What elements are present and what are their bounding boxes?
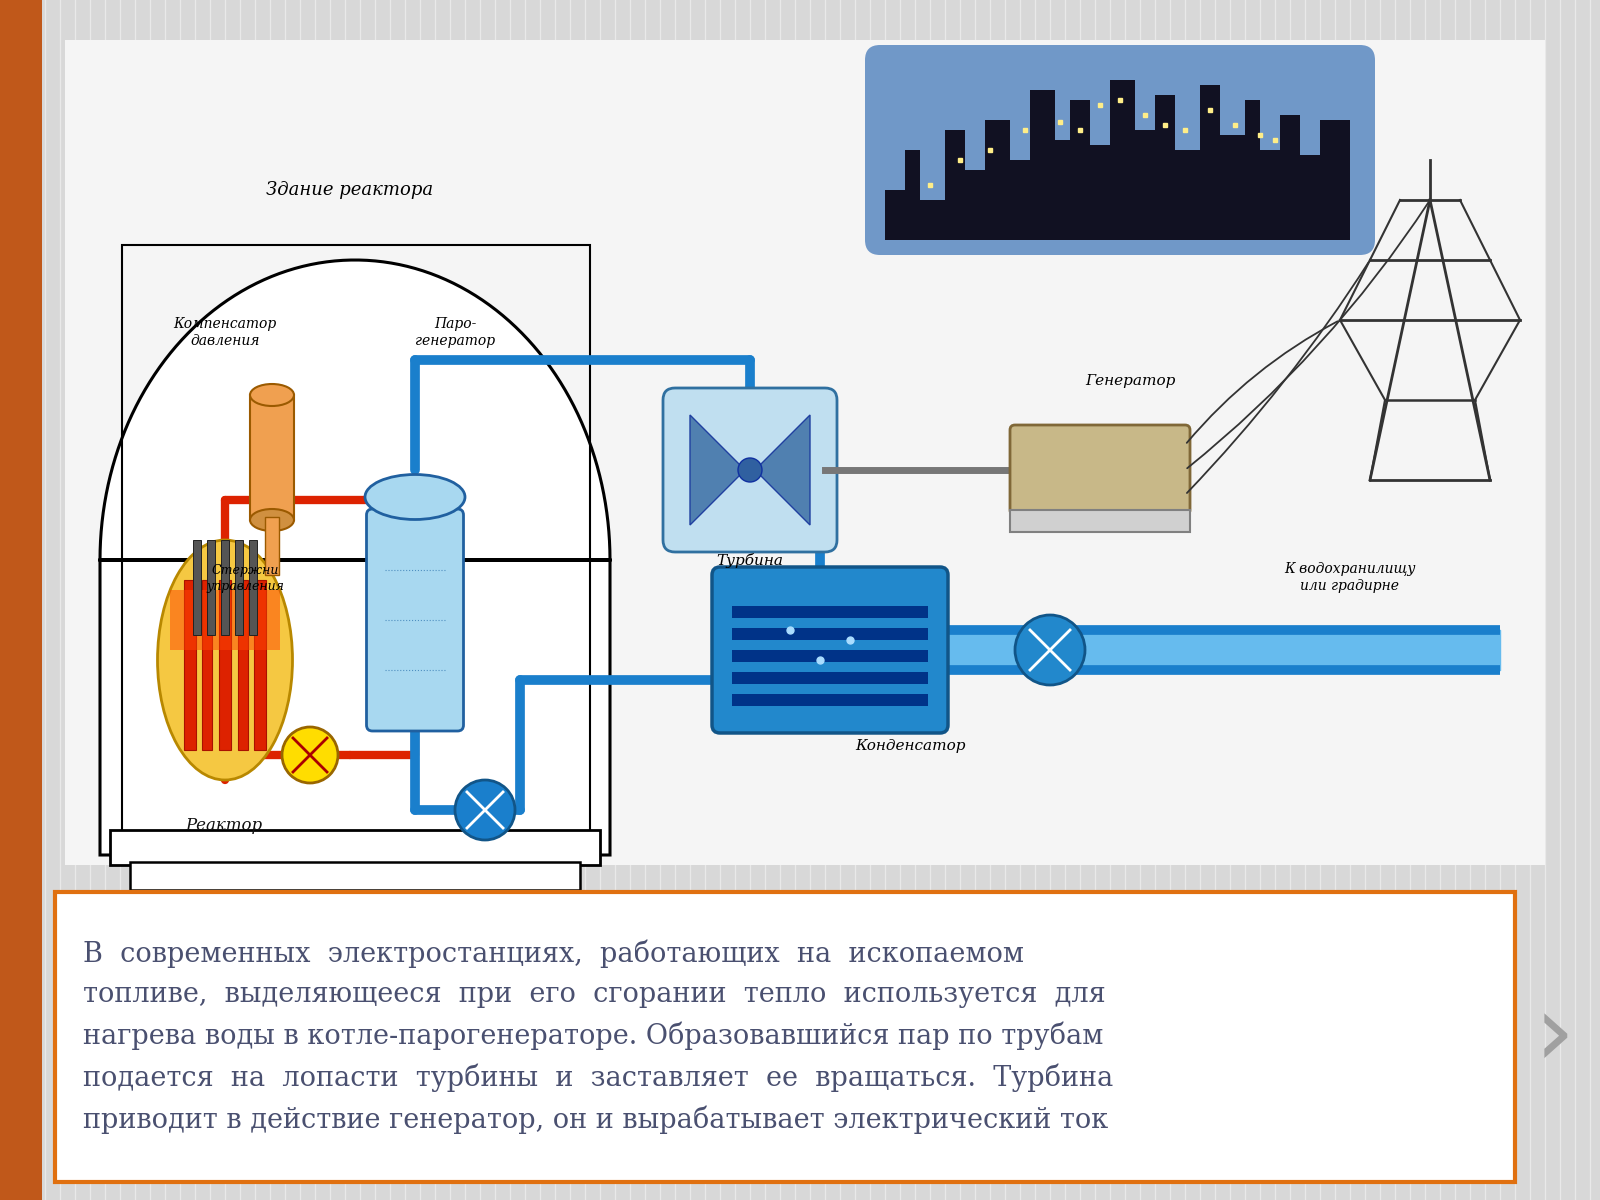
Bar	[66, 40, 1546, 865]
Text: Паро-
генератор: Паро- генератор	[414, 317, 494, 348]
Bar	[122, 245, 590, 854]
Bar	[1010, 510, 1190, 532]
Bar	[250, 395, 294, 520]
Circle shape	[738, 458, 762, 482]
Text: Компенсатор
давления: Компенсатор давления	[173, 317, 277, 348]
FancyBboxPatch shape	[54, 892, 1515, 1182]
FancyBboxPatch shape	[712, 566, 947, 733]
Text: Реактор: Реактор	[186, 817, 262, 834]
Text: Генератор: Генератор	[1085, 374, 1174, 388]
Ellipse shape	[365, 474, 466, 520]
Circle shape	[1014, 614, 1085, 685]
Bar	[266, 517, 278, 575]
Polygon shape	[690, 415, 746, 526]
FancyBboxPatch shape	[366, 509, 464, 731]
Ellipse shape	[157, 540, 293, 780]
Bar	[170, 590, 280, 650]
FancyBboxPatch shape	[866, 44, 1374, 256]
FancyBboxPatch shape	[662, 388, 837, 552]
Bar	[733, 606, 928, 618]
Text: В  современных  электростанциях,  работающих  на  ископаемом
топливе,  выделяюще: В современных электростанциях, работающи…	[83, 940, 1114, 1134]
Polygon shape	[99, 260, 610, 854]
Text: Здание реактора: Здание реактора	[267, 181, 434, 199]
Text: Конденсатор: Конденсатор	[854, 739, 965, 754]
FancyBboxPatch shape	[1010, 425, 1190, 515]
Bar	[194, 540, 202, 635]
Text: К водохранилищу
или градирне: К водохранилищу или градирне	[1285, 562, 1416, 593]
Bar	[733, 694, 928, 706]
Bar	[238, 580, 248, 750]
Ellipse shape	[250, 384, 294, 406]
Bar	[130, 862, 579, 890]
Text: ›: ›	[1534, 989, 1574, 1086]
Bar	[110, 830, 600, 865]
Ellipse shape	[250, 509, 294, 530]
Bar	[733, 672, 928, 684]
Bar	[184, 580, 195, 750]
Bar	[202, 580, 211, 750]
Bar	[221, 540, 229, 635]
Bar	[733, 650, 928, 662]
Bar	[206, 540, 214, 635]
Bar	[254, 580, 266, 750]
Bar	[219, 580, 230, 750]
Bar	[250, 540, 258, 635]
Text: Турбина: Турбина	[717, 553, 784, 568]
Bar	[733, 628, 928, 640]
Bar	[235, 540, 243, 635]
Polygon shape	[755, 415, 810, 526]
Bar	[0, 0, 42, 1200]
Polygon shape	[885, 80, 1350, 240]
Circle shape	[454, 780, 515, 840]
Circle shape	[282, 727, 338, 782]
Text: Стержни
управления: Стержни управления	[206, 564, 283, 593]
